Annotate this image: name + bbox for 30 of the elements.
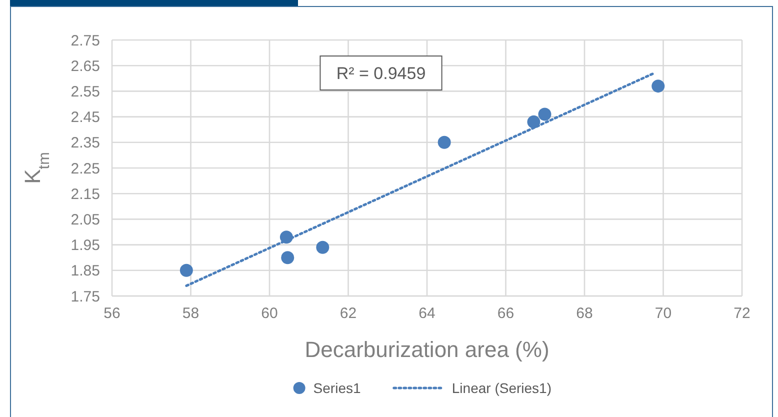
- point: [180, 264, 193, 277]
- x-axis-title: Decarburization area (%): [304, 337, 550, 362]
- x-tick-label: 66: [497, 305, 514, 322]
- point: [438, 136, 451, 149]
- y-tick-label: 1.95: [70, 237, 100, 254]
- x-tick-label: 64: [418, 305, 436, 322]
- x-tick-label: 72: [734, 305, 750, 322]
- x-tick-label: 68: [576, 305, 593, 322]
- legend-label: Series1: [313, 380, 361, 396]
- point: [538, 108, 552, 121]
- y-tick-label: 2.25: [70, 160, 100, 178]
- point: [652, 80, 665, 93]
- y-tick-label: 2.15: [70, 186, 100, 203]
- y-tick-label: 2.45: [70, 109, 100, 126]
- legend-label: Linear (Series1): [452, 380, 552, 396]
- y-tick-label: 2.35: [70, 134, 100, 152]
- x-tick-label: 70: [654, 305, 672, 322]
- point: [316, 240, 330, 254]
- y-tick-label: 1.75: [70, 288, 100, 306]
- annotation: R² = 0.9459: [336, 64, 426, 83]
- y-tick-label: 2.55: [70, 83, 100, 100]
- x-tick-label: 58: [182, 305, 200, 322]
- x-tick-label: 60: [261, 305, 278, 322]
- x-tick-label: 56: [104, 305, 120, 322]
- y-tick-label: 2.65: [70, 58, 100, 75]
- y-tick-label: 2.75: [70, 32, 100, 50]
- point: [281, 251, 294, 264]
- y-tick-label: 2.05: [70, 211, 100, 228]
- y-tick-label: 1.85: [70, 262, 100, 280]
- x-tick-label: 62: [340, 305, 357, 322]
